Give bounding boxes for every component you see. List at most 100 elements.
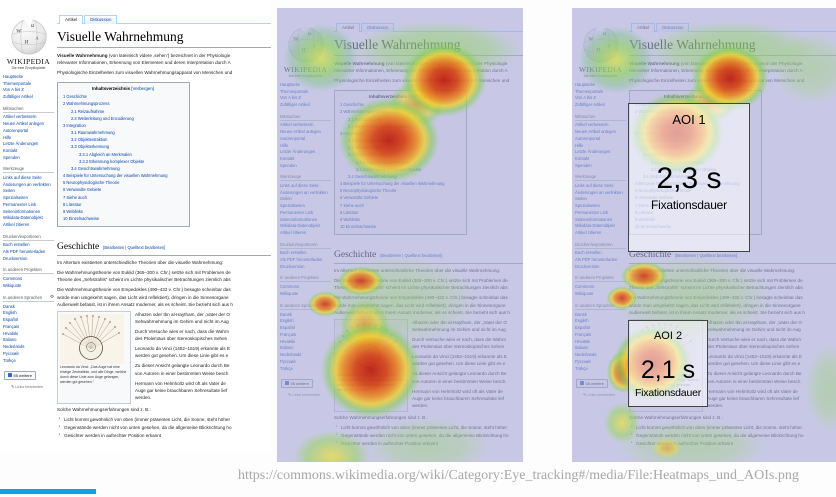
edit-interlanguage-links[interactable]: ✎Links bearbeiten bbox=[288, 391, 321, 397]
sidebar-link[interactable]: Русский bbox=[3, 350, 19, 356]
toc-item[interactable]: 1 Geschichte bbox=[340, 102, 364, 108]
toc-item[interactable]: 3.1 Raumwahrnehmung bbox=[348, 138, 392, 144]
wikipedia-globe-logo-icon[interactable]: W Ω И A bbox=[286, 24, 326, 64]
sidebar-link[interactable]: Nederlands bbox=[280, 352, 302, 358]
sidebar-link[interactable]: Wikidata-Datenobjekt bbox=[3, 215, 43, 221]
toc-item[interactable]: 3.3.1 Abgleich an Merkmalen bbox=[79, 151, 132, 157]
sidebar-link[interactable]: Hilfe bbox=[575, 142, 584, 148]
sidebar-link[interactable]: Русский bbox=[575, 358, 591, 364]
sidebar-link[interactable]: Links auf diese Seite bbox=[575, 182, 614, 188]
sidebar-link[interactable]: Letzte Änderungen bbox=[575, 149, 611, 155]
sidebar-link[interactable]: Druckversion bbox=[3, 255, 28, 261]
settings-gear-icon[interactable]: ⚙ bbox=[326, 302, 331, 308]
sidebar-link[interactable]: Español bbox=[575, 325, 591, 331]
tab-artikel[interactable]: Artikel bbox=[336, 22, 361, 32]
sidebar-link[interactable]: Hauptseite bbox=[3, 74, 24, 79]
sidebar-link[interactable]: Español bbox=[280, 325, 296, 331]
sidebar-link[interactable]: Hrvatski bbox=[575, 338, 591, 344]
sidebar-link[interactable]: Spenden bbox=[280, 162, 297, 168]
sidebar-link[interactable]: Zufälliger Artikel bbox=[575, 102, 605, 108]
tab-artikel[interactable]: Artikel bbox=[631, 22, 656, 32]
sidebar-link[interactable]: Wikiquote bbox=[280, 290, 299, 296]
sidebar-link[interactable]: Hilfe bbox=[3, 134, 12, 140]
sidebar-link[interactable]: Permanenter Link bbox=[575, 209, 609, 215]
sidebar-link[interactable]: Wikiquote bbox=[575, 290, 594, 296]
toc-item[interactable]: 4 Beispiele für Untersuchung der visuell… bbox=[63, 173, 168, 179]
sidebar-link[interactable]: Links auf diese Seite bbox=[3, 174, 42, 180]
sidebar-link[interactable]: Neuen Artikel anlegen bbox=[575, 129, 616, 135]
settings-gear-icon[interactable]: ⚙ bbox=[621, 302, 626, 308]
toc-item[interactable]: 3.1 Raumwahrnehmung bbox=[71, 130, 115, 136]
sidebar-link[interactable]: Buch erstellen bbox=[280, 250, 307, 256]
edit-section-link[interactable]: [Bearbeiten | Quelltext bearbeiten] bbox=[103, 245, 166, 251]
sidebar-link[interactable]: Artikel zitieren bbox=[575, 229, 602, 235]
toc-item[interactable]: 3 Integration bbox=[340, 130, 363, 136]
sidebar-link[interactable]: Français bbox=[575, 331, 592, 337]
sidebar-link[interactable]: Letzte Änderungen bbox=[280, 149, 316, 155]
toc-item[interactable]: 3.4 Gesichtswahrnehmung bbox=[71, 165, 120, 171]
sidebar-link[interactable]: Permanenter Link bbox=[3, 201, 37, 207]
toc-item[interactable]: 3.3.1 Abgleich an Merkmalen bbox=[356, 159, 409, 165]
sidebar-link[interactable]: Commons bbox=[280, 283, 300, 289]
sidebar-link[interactable]: Nederlands bbox=[575, 352, 597, 358]
sidebar-link[interactable]: Links auf diese Seite bbox=[280, 182, 319, 188]
sidebar-link[interactable]: Türkçe bbox=[575, 365, 588, 371]
sidebar-link[interactable]: Autorenportal bbox=[3, 127, 29, 133]
sidebar-link[interactable]: Als PDF herunterladen bbox=[280, 256, 323, 262]
sidebar-link[interactable]: Artikel verbessern bbox=[575, 122, 609, 128]
sidebar-link[interactable]: Spezialseiten bbox=[3, 195, 28, 201]
toc-item[interactable]: 8 Literatur bbox=[340, 209, 359, 215]
sidebar-link[interactable]: Neuen Artikel anlegen bbox=[280, 129, 321, 135]
sidebar-link[interactable]: Artikel zitieren bbox=[280, 229, 307, 235]
sidebar-link[interactable]: Druckversion bbox=[280, 263, 305, 269]
sidebar-link[interactable]: Themenportale bbox=[3, 80, 32, 86]
sidebar-link[interactable]: Autorenportal bbox=[280, 135, 306, 141]
sidebar-link[interactable]: Italiano bbox=[575, 345, 589, 351]
sidebar-link[interactable]: Français bbox=[280, 331, 297, 337]
wikipedia-globe-logo-icon[interactable]: W Ω И A bbox=[9, 16, 49, 56]
sidebar-link[interactable]: Themenportale bbox=[575, 88, 604, 94]
sidebar-link[interactable]: Permanenter Link bbox=[280, 209, 314, 215]
more-languages-button[interactable]: 55 weitere bbox=[281, 378, 313, 388]
toc-item[interactable]: 3.2 Objektextraktion bbox=[348, 145, 385, 151]
article-thumbnail-image[interactable]: Leonardo da Vinci: „Das Auge hat eine ei… bbox=[57, 310, 131, 404]
edit-interlanguage-links[interactable]: ✎Links bearbeiten bbox=[583, 391, 616, 397]
sidebar-link[interactable]: Hauptseite bbox=[280, 82, 301, 87]
sidebar-link[interactable]: English bbox=[280, 318, 294, 324]
sidebar-link[interactable]: Hrvatski bbox=[3, 330, 19, 336]
sidebar-link[interactable]: Änderungen an verlinkten Seiten bbox=[280, 189, 328, 202]
sidebar-link[interactable]: Von A bis Z bbox=[280, 95, 301, 101]
sidebar-link[interactable]: Spezialseiten bbox=[280, 203, 305, 209]
toc-item[interactable]: 3.3 Objekterkennung bbox=[71, 144, 110, 150]
toc-item[interactable]: 5 Neurophysiologische Theorie bbox=[340, 188, 397, 194]
toc-item[interactable]: 6 Verwandte Gebiete bbox=[63, 187, 102, 193]
sidebar-link[interactable]: English bbox=[3, 310, 17, 316]
toc-item[interactable]: 8 Literatur bbox=[63, 201, 82, 207]
sidebar-link[interactable]: Letzte Änderungen bbox=[3, 141, 39, 147]
tab-diskussion[interactable]: Diskussion bbox=[84, 14, 118, 24]
toc-toggle-link[interactable]: [Verbergen] bbox=[408, 94, 431, 100]
sidebar-link[interactable]: Hilfe bbox=[280, 142, 289, 148]
sidebar-link[interactable]: Seiteninformationen bbox=[3, 208, 41, 214]
tab-diskussion[interactable]: Diskussion bbox=[656, 22, 690, 32]
toc-item[interactable]: 3.4 Gesichtswahrnehmung bbox=[348, 173, 397, 179]
toc-toggle-link[interactable]: [Verbergen] bbox=[703, 94, 726, 100]
sidebar-link[interactable]: Neuen Artikel anlegen bbox=[3, 121, 44, 127]
sidebar-link[interactable]: Wikiquote bbox=[3, 282, 22, 288]
sidebar-link[interactable]: Von A bis Z bbox=[3, 87, 24, 93]
edit-section-link[interactable]: [Bearbeiten | Quelltext bearbeiten] bbox=[675, 253, 738, 259]
more-languages-button[interactable]: 55 weitere bbox=[576, 378, 608, 388]
sidebar-link[interactable]: Autorenportal bbox=[575, 135, 601, 141]
toc-item[interactable]: 3.2 Objektextraktion bbox=[71, 137, 108, 143]
toc-item[interactable]: 2.1 Reizaufnahme bbox=[71, 108, 105, 114]
sidebar-link[interactable]: Hauptseite bbox=[575, 82, 596, 87]
sidebar-link[interactable]: Русский bbox=[280, 358, 296, 364]
sidebar-link[interactable]: Seiteninformationen bbox=[575, 216, 613, 222]
sidebar-link[interactable]: Von A bis Z bbox=[575, 95, 596, 101]
sidebar-link[interactable]: Wikidata-Datenobjekt bbox=[280, 223, 320, 229]
toc-item[interactable]: 1 Geschichte bbox=[63, 94, 87, 100]
sidebar-link[interactable]: Themenportale bbox=[280, 88, 309, 94]
sidebar-link[interactable]: Commons bbox=[575, 283, 595, 289]
edit-interlanguage-links[interactable]: ✎Links bearbeiten bbox=[11, 383, 44, 389]
tab-artikel[interactable]: Artikel bbox=[59, 14, 84, 24]
